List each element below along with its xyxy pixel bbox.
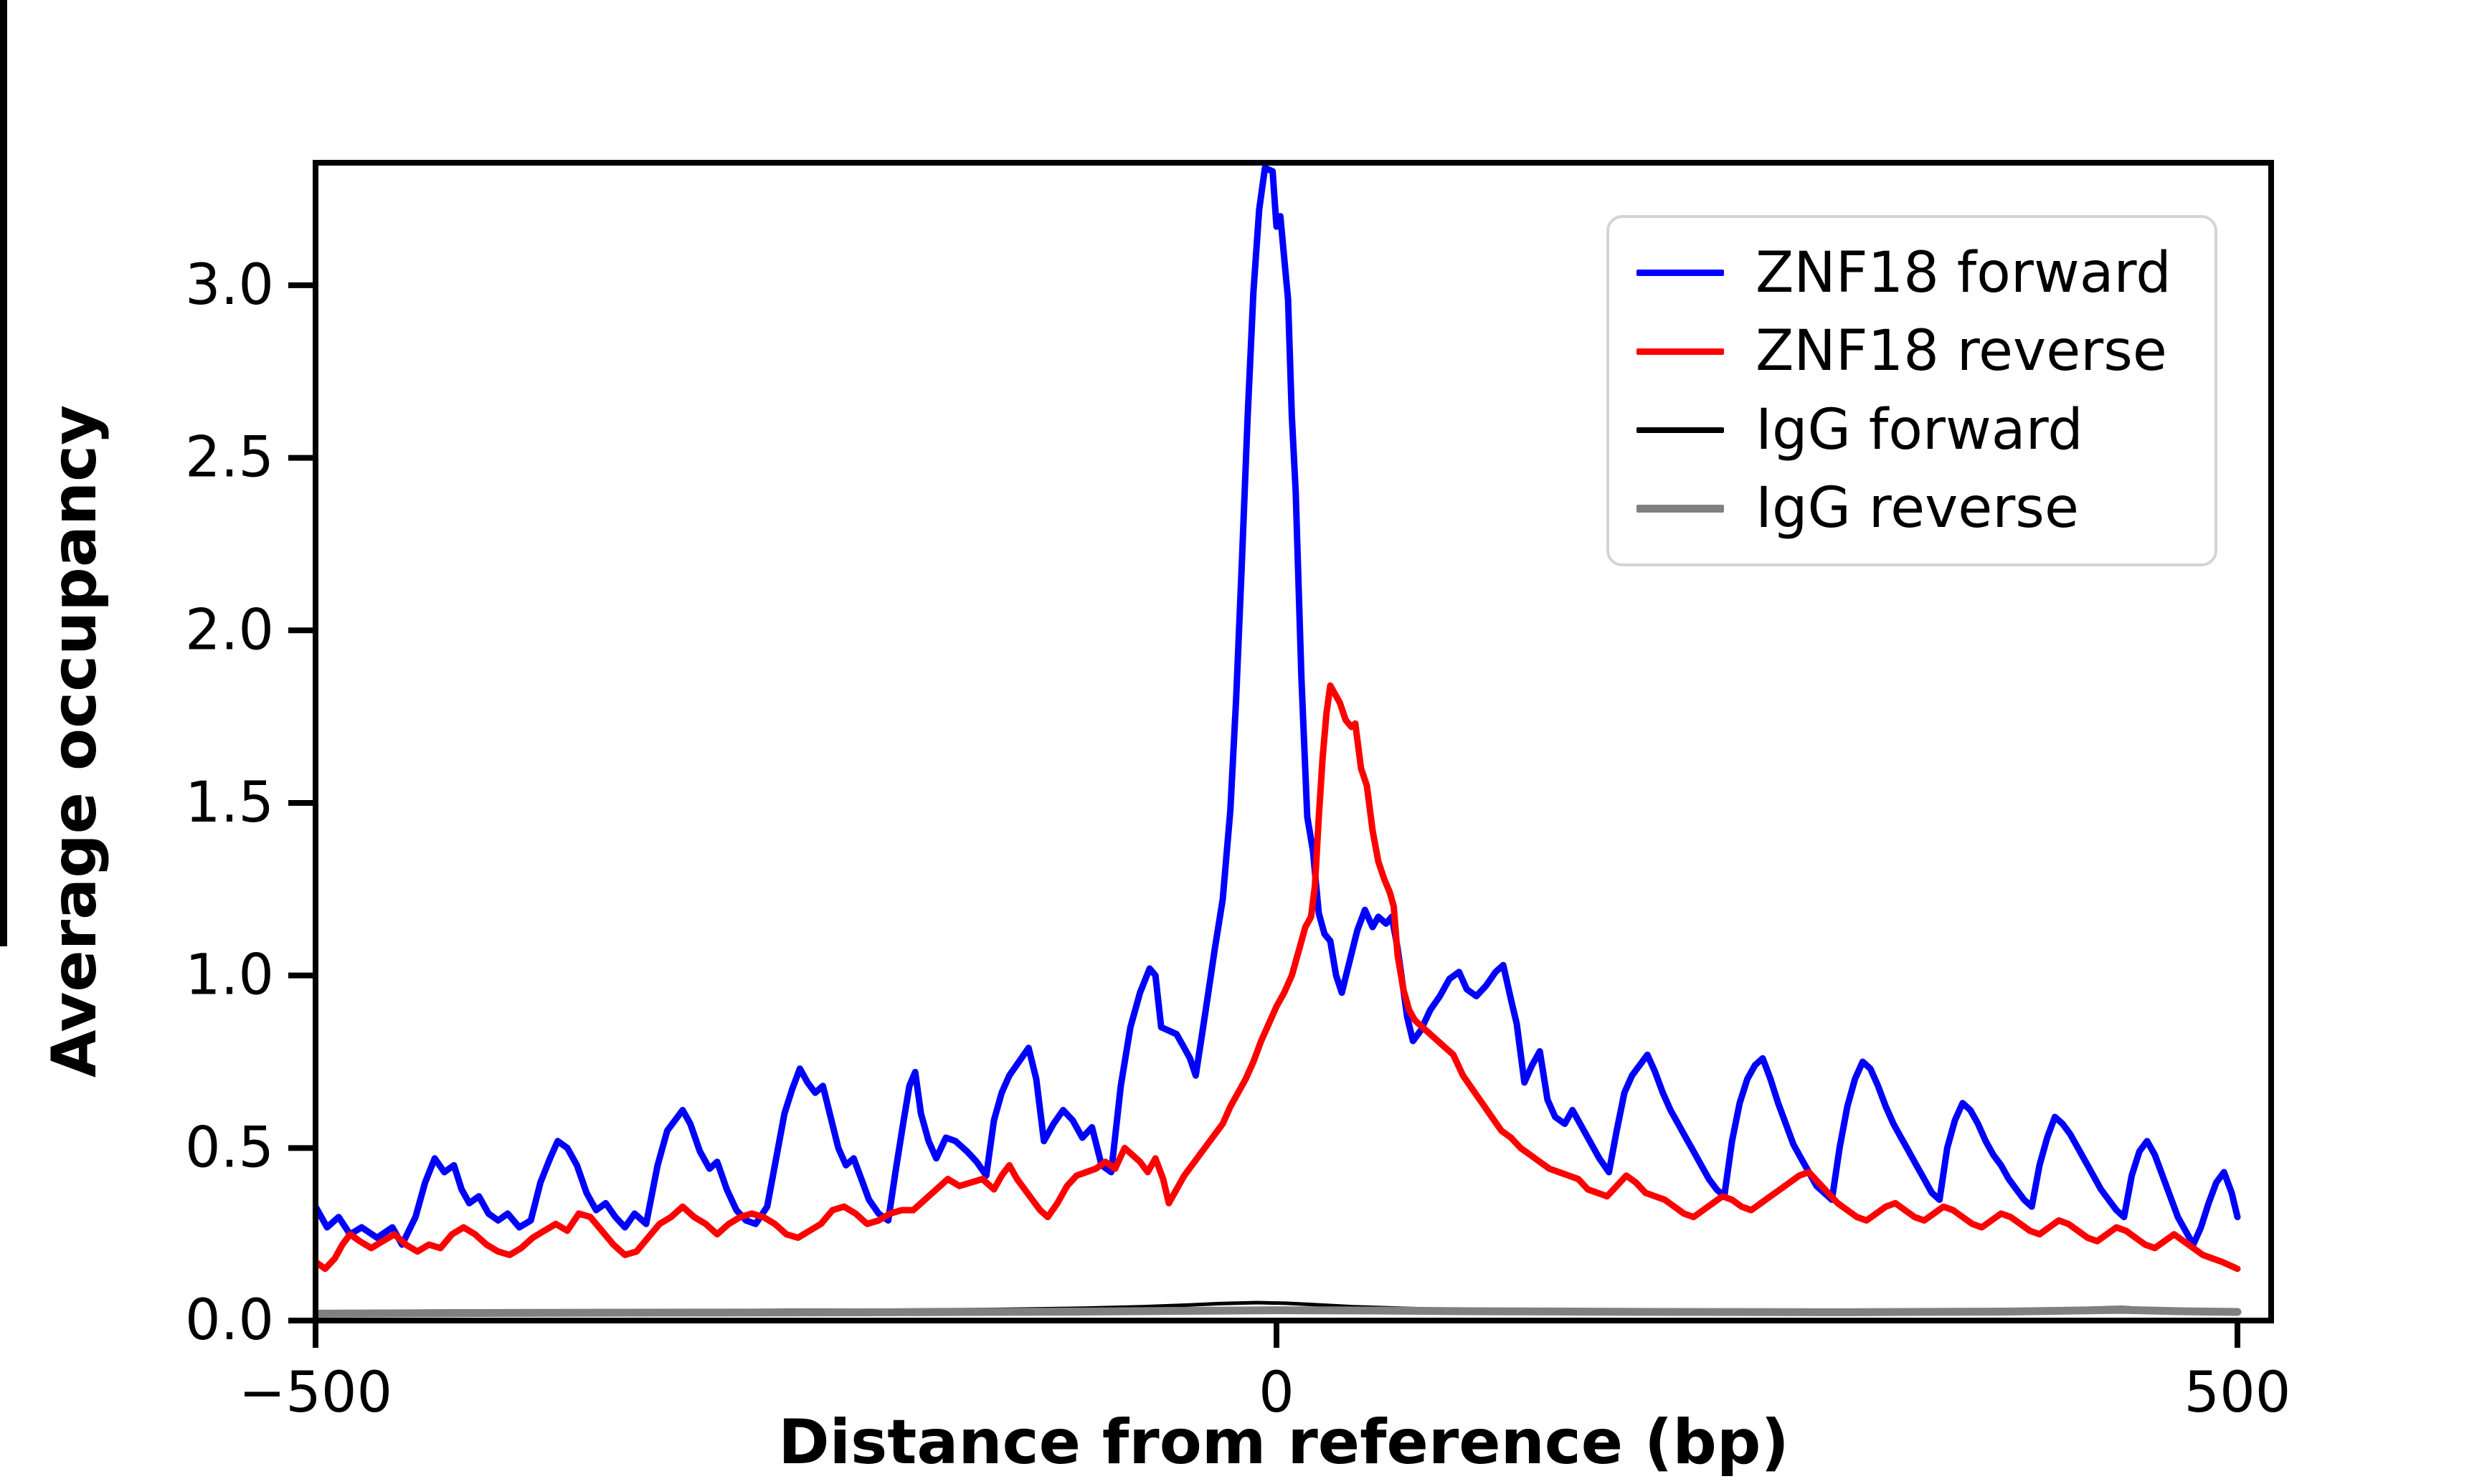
legend-item-igg-forward: IgG forward [1636,402,2187,458]
legend-label: IgG forward [1756,397,2083,462]
y-tick-label: 0.5 [185,1116,274,1180]
y-tick-label: 0.0 [185,1288,274,1353]
legend-line-swatch-red [1636,348,1724,355]
legend-label: ZNF18 reverse [1756,319,2167,384]
x-tick-label: 0 [1259,1361,1294,1425]
legend-label: IgG reverse [1756,476,2079,541]
legend-line-swatch-black [1636,427,1724,433]
y-tick-label: 3.0 [185,253,274,318]
series-line-igg-reverse [316,1305,2242,1318]
legend-item-igg-reverse: IgG reverse [1636,480,2187,536]
legend-item-znf18-forward: ZNF18 forward [1636,245,2187,301]
left-edge-artifact-bar [0,0,7,946]
y-tick-label: 2.5 [185,426,274,490]
x-tick-label: 500 [2184,1361,2291,1425]
legend-label: ZNF18 forward [1756,240,2171,305]
series-line-znf18-reverse [316,682,2241,1273]
y-axis-title: Average occupancy [39,404,110,1078]
legend-line-swatch-blue [1636,270,1724,277]
x-axis-title: Distance from reference (bp) [778,1407,1789,1478]
y-tick-label: 2.0 [185,598,274,662]
x-tick-label: −500 [239,1361,392,1425]
legend-line-swatch-gray [1636,504,1724,513]
series-line-znf18-forward [316,164,2241,1248]
y-tick-label: 1.5 [185,771,274,835]
axis-ticks-group: −500 0 500 0.0 0.5 1.0 1.5 2.0 2.5 3.0 [185,253,2291,1425]
plot-border [313,160,2274,1323]
chart-series-group [316,164,2242,1318]
legend: ZNF18 forward ZNF18 reverse IgG forward … [1606,215,2217,566]
legend-item-znf18-reverse: ZNF18 reverse [1636,323,2187,379]
y-tick-label: 1.0 [185,943,274,1008]
